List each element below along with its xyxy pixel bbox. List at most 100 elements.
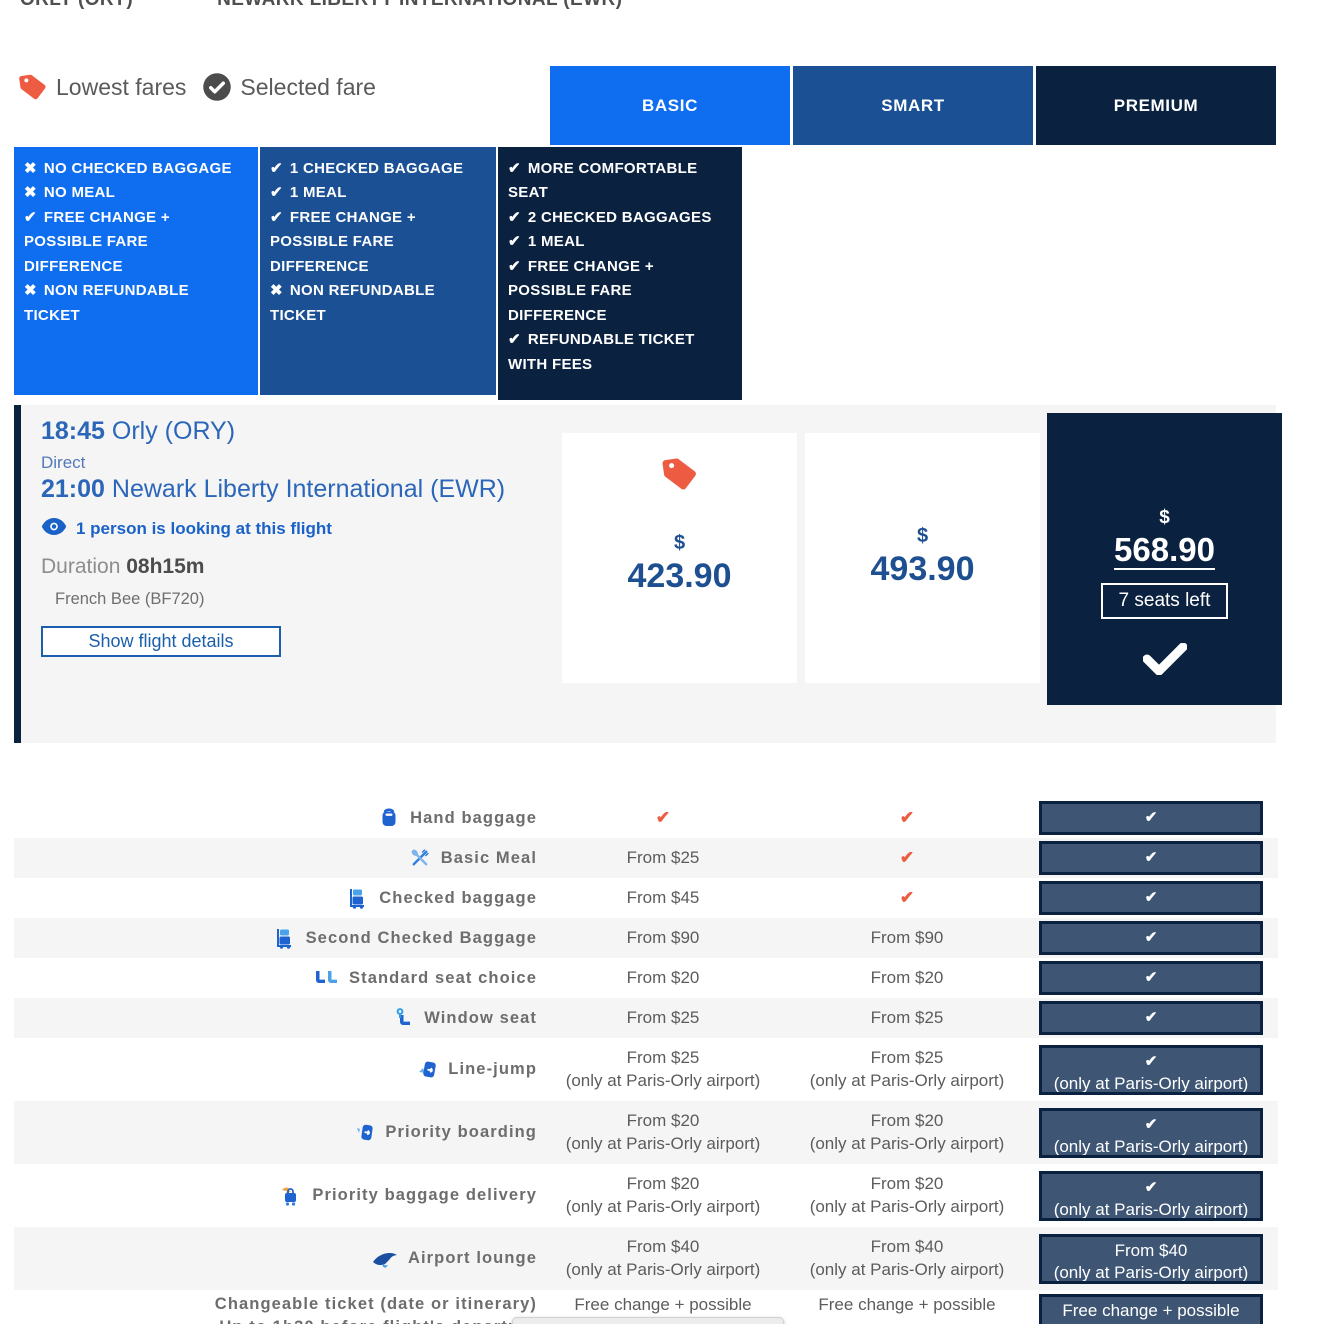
line-jump-icon bbox=[416, 1059, 438, 1081]
feature-item: ✔ FREE CHANGE + POSSIBLE FARE DIFFERENCE bbox=[508, 257, 654, 324]
smart-fare-card[interactable]: $ 493.90 bbox=[805, 433, 1040, 683]
table-row: Line-jump From $25 (only at Paris-Orly ai… bbox=[14, 1038, 1278, 1101]
premium-cell: ✔ bbox=[1029, 921, 1273, 955]
feature-label-basic-meal: Basic Meal bbox=[14, 847, 541, 869]
smart-cell: ✔ bbox=[899, 847, 915, 867]
utensils-icon bbox=[409, 847, 431, 869]
basic-cell: From $40 (only at Paris-Orly airport) bbox=[565, 1236, 761, 1279]
smart-cell: From $25 bbox=[870, 1007, 944, 1027]
premium-currency: $ bbox=[1159, 507, 1170, 528]
eye-icon bbox=[41, 518, 67, 540]
smart-cell: From $20 (only at Paris-Orly airport) bbox=[809, 1110, 1005, 1153]
suitcase-trolley-icon bbox=[347, 887, 369, 909]
basic-fare-card[interactable]: $ 423.90 bbox=[562, 433, 797, 683]
table-row: Priority baggage delivery From $20 (only … bbox=[14, 1164, 1278, 1227]
tooltip-stub bbox=[512, 1317, 784, 1324]
tab-premium[interactable]: PREMIUM bbox=[1036, 66, 1276, 145]
watchers-line: 1 person is looking at this flight bbox=[41, 518, 521, 540]
smart-features-box: ✔ 1 CHECKED BAGGAGE ✔ 1 MEAL ✔ FREE CHANGE … bbox=[260, 147, 496, 395]
smart-cell: ✔ bbox=[899, 807, 915, 827]
duration-value: 08h15m bbox=[126, 555, 205, 578]
premium-price: 568.90 bbox=[1114, 531, 1215, 568]
lowest-fare-tag-icon bbox=[661, 455, 699, 498]
price-tag-icon bbox=[18, 72, 48, 102]
origin-airport-label: ORLY (ORY) bbox=[20, 0, 133, 11]
table-row: Window seat From $25 From $25 ✔ bbox=[14, 998, 1278, 1038]
premium-cell: ✔ bbox=[1029, 801, 1273, 835]
feature-label-changeable-ticket: Changeable ticket (date or itinerary) Up… bbox=[14, 1294, 541, 1324]
feature-item: ✔ FREE CHANGE + POSSIBLE FARE DIFFERENCE bbox=[270, 208, 416, 275]
feature-item: ✔ MORE COMFORTABLE SEAT bbox=[508, 160, 698, 202]
feature-item: ✖ NON REFUNDABLE TICKET bbox=[270, 282, 435, 324]
arrival-line: 21:00 Newark Liberty International (EWR) bbox=[41, 473, 521, 506]
feature-item: ✖ NON REFUNDABLE TICKET bbox=[24, 282, 189, 324]
priority-boarding-icon bbox=[353, 1122, 375, 1144]
airport-lounge-icon bbox=[372, 1250, 398, 1268]
table-row: Priority boarding From $20 (only at Paris… bbox=[14, 1101, 1278, 1164]
route-header: ORLY (ORY) NEWARK LIBERTY INTERNATIONAL … bbox=[20, 0, 622, 11]
smart-currency: $ bbox=[916, 525, 929, 547]
feature-item: ✔ 1 CHECKED BAGGAGE bbox=[270, 160, 464, 177]
feature-label-second-checked-baggage: Second Checked Baggage bbox=[14, 927, 541, 949]
seats-icon bbox=[313, 969, 339, 987]
basic-features-box: ✖ NO CHECKED BAGGAGE ✖ NO MEAL ✔ FREE CHANG… bbox=[14, 147, 258, 395]
basic-cell: From $90 bbox=[626, 927, 700, 947]
feature-label-checked-baggage: Checked baggage bbox=[14, 887, 541, 909]
smart-cell: From $40 (only at Paris-Orly airport) bbox=[809, 1236, 1005, 1279]
smart-cell: From $90 bbox=[870, 927, 944, 947]
basic-cell: From $45 bbox=[626, 887, 700, 907]
feature-item: ✔ 1 MEAL bbox=[270, 184, 347, 202]
arrival-airport: Newark Liberty International (EWR) bbox=[111, 474, 506, 503]
premium-cell: ✔ bbox=[1029, 881, 1273, 915]
flight-info: 18:45 Orly (ORY) Direct 21:00 Newark Lib… bbox=[41, 415, 521, 657]
fare-comparison-table: Hand baggage ✔ ✔ ✔ Basic Meal From $25 ✔… bbox=[14, 798, 1278, 1324]
suitcase-trolley-icon bbox=[274, 927, 296, 949]
feature-item: ✔ 2 CHECKED BAGGAGES bbox=[508, 208, 712, 226]
duration-line: Duration 08h15m bbox=[41, 555, 205, 578]
seats-left-badge: 7 seats left bbox=[1100, 583, 1229, 619]
basic-cell: From $20 bbox=[626, 967, 700, 987]
basic-cell: ✔ bbox=[655, 807, 671, 827]
smart-cell: From $20 (only at Paris-Orly airport) bbox=[809, 1173, 1005, 1216]
table-row: Checked baggage From $45 ✔ ✔ bbox=[14, 878, 1278, 918]
fare-tabs: BASIC SMART PREMIUM bbox=[550, 66, 1276, 145]
premium-cell: ✔ bbox=[1029, 961, 1273, 995]
destination-airport-label: NEWARK LIBERTY INTERNATIONAL (EWR) bbox=[217, 0, 622, 11]
table-row: Second Checked Baggage From $90 From $90… bbox=[14, 918, 1278, 958]
feature-label-priority-boarding: Priority boarding bbox=[14, 1122, 541, 1144]
backpack-icon bbox=[378, 807, 400, 829]
table-row: Standard seat choice From $20 From $20 ✔ bbox=[14, 958, 1278, 998]
show-flight-details-button[interactable]: Show flight details bbox=[41, 626, 281, 657]
arrival-time: 21:00 bbox=[41, 474, 105, 503]
tab-basic[interactable]: BASIC bbox=[550, 66, 790, 145]
feature-label-window-seat: Window seat bbox=[14, 1007, 541, 1029]
table-row: Basic Meal From $25 ✔ ✔ bbox=[14, 838, 1278, 878]
basic-cell: From $20 (only at Paris-Orly airport) bbox=[565, 1110, 761, 1153]
smart-cell: From $25 (only at Paris-Orly airport) bbox=[809, 1047, 1005, 1090]
premium-cell: ✔ (only at Paris-Orly airport) bbox=[1029, 1044, 1273, 1095]
feature-item: ✔ REFUNDABLE TICKET WITH FEES bbox=[508, 331, 695, 373]
premium-cell: ✔ bbox=[1029, 1001, 1273, 1035]
table-row: Hand baggage ✔ ✔ ✔ bbox=[14, 798, 1278, 838]
premium-cell: ✔ (only at Paris-Orly airport) bbox=[1029, 1170, 1273, 1221]
legend: Lowest fares Selected fare bbox=[18, 72, 382, 102]
tab-smart[interactable]: SMART bbox=[793, 66, 1033, 145]
feature-item: ✖ NO CHECKED BAGGAGE bbox=[24, 160, 232, 177]
basic-cell: From $25 (only at Paris-Orly airport) bbox=[565, 1047, 761, 1090]
basic-cell: From $20 (only at Paris-Orly airport) bbox=[565, 1173, 761, 1216]
feature-item: ✖ NO MEAL bbox=[24, 184, 116, 202]
smart-cell: From $20 bbox=[870, 967, 944, 987]
table-row: Changeable ticket (date or itinerary) Up… bbox=[14, 1290, 1278, 1324]
selected-check-icon bbox=[1142, 642, 1187, 680]
priority-baggage-icon bbox=[278, 1185, 302, 1207]
premium-cell: Free change + possible bbox=[1029, 1294, 1273, 1324]
premium-fare-card[interactable]: $ 568.90 7 seats left bbox=[1047, 413, 1282, 705]
smart-cell: Free change + possible bbox=[818, 1295, 996, 1314]
feature-label-line-jump: Line-jump bbox=[14, 1059, 541, 1081]
feature-label-priority-baggage-delivery: Priority baggage delivery bbox=[14, 1185, 541, 1207]
basic-cell: Free change + possible bbox=[574, 1295, 752, 1314]
flight-fare-section: 18:45 Orly (ORY) Direct 21:00 Newark Lib… bbox=[14, 405, 1282, 743]
legend-lowest-fares: Lowest fares bbox=[18, 72, 186, 102]
feature-item: ✔ 1 MEAL bbox=[508, 233, 585, 251]
window-seat-icon bbox=[392, 1007, 414, 1029]
